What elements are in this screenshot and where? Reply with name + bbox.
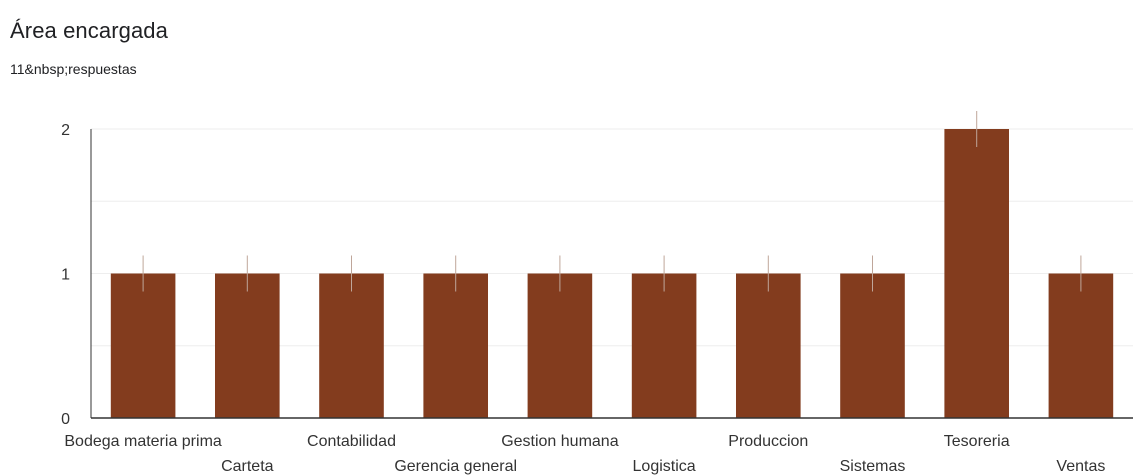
bar <box>1048 273 1114 418</box>
x-tick-label: Carteta <box>221 458 274 475</box>
response-count: 11&nbsp;respuestas <box>10 61 137 77</box>
bar <box>840 273 905 418</box>
x-tick-label: Tesoreria <box>944 433 1010 450</box>
bar <box>423 273 489 418</box>
x-tick-label: Logistica <box>633 458 696 475</box>
y-tick-label: 1 <box>61 267 70 284</box>
bar <box>527 273 593 418</box>
x-tick-label: Ventas <box>1056 458 1105 475</box>
bar <box>631 273 697 418</box>
x-tick-label: Gestion humana <box>501 433 619 450</box>
x-tick-label: Gerencia general <box>394 458 517 475</box>
x-tick-label: Contabilidad <box>307 433 396 450</box>
bar <box>214 273 280 418</box>
x-tick-label: Produccion <box>728 433 808 450</box>
y-tick-label: 2 <box>61 122 70 139</box>
x-tick-label: Bodega materia prima <box>64 433 222 450</box>
x-tick-label: Sistemas <box>840 458 906 475</box>
bar <box>735 273 801 418</box>
bar <box>110 273 176 418</box>
y-tick-label: 0 <box>61 411 70 428</box>
chart-title: Área encargada <box>10 18 168 43</box>
bar <box>944 129 1010 418</box>
bar <box>319 273 384 418</box>
